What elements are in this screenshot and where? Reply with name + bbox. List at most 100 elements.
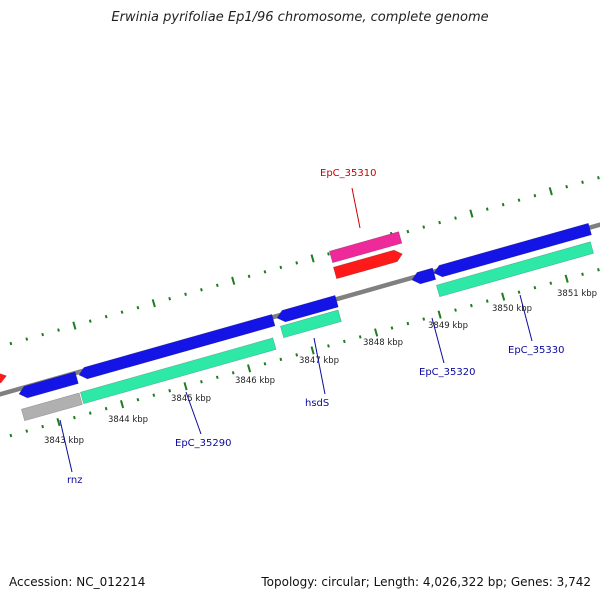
- tick-mark: [136, 305, 140, 310]
- gene-arrow[interactable]: [329, 231, 403, 264]
- label-leader-line: [431, 317, 445, 364]
- tick-mark: [168, 389, 172, 393]
- inner-ticks: [9, 268, 600, 438]
- tick-mark: [422, 317, 426, 321]
- tick-mark: [41, 424, 45, 429]
- tick-mark: [342, 339, 346, 344]
- tick-mark: [119, 400, 125, 409]
- tick-label: 3844 kbp: [108, 415, 148, 425]
- tick-mark: [231, 371, 235, 375]
- tick-mark: [565, 185, 569, 189]
- tick-mark: [548, 187, 553, 196]
- tick-mark: [327, 252, 330, 256]
- tick-mark: [469, 209, 474, 218]
- tick-mark: [501, 202, 505, 207]
- tick-label: 3848 kbp: [363, 338, 403, 348]
- tick-mark: [279, 265, 283, 270]
- gene-label-epc-35320[interactable]: EpC_35320: [419, 367, 475, 378]
- tick-label: 3843 kbp: [44, 436, 84, 446]
- tick-mark: [104, 406, 108, 411]
- label-leader-line: [351, 187, 361, 229]
- tick-mark: [120, 310, 124, 314]
- gene-arrow[interactable]: [436, 241, 594, 298]
- gene-label-epc-35290[interactable]: EpC_35290: [175, 438, 231, 449]
- gene-arrow[interactable]: [433, 222, 592, 278]
- tick-mark: [200, 288, 203, 292]
- tick-mark: [422, 225, 426, 229]
- tick-mark: [168, 297, 172, 301]
- tick-mark: [200, 380, 203, 384]
- tick-mark: [485, 207, 489, 211]
- tick-mark: [549, 281, 553, 285]
- tick-mark: [327, 344, 330, 348]
- tick-mark: [390, 326, 394, 330]
- gene-arrow[interactable]: [21, 392, 83, 422]
- tick-label: 3847 kbp: [299, 356, 339, 366]
- label-leader-line: [519, 294, 533, 342]
- tick-mark: [438, 220, 441, 225]
- gene-arrow[interactable]: [276, 295, 339, 323]
- tick-mark: [247, 274, 251, 279]
- tick-mark: [231, 276, 236, 285]
- gene-arrow[interactable]: [333, 249, 403, 280]
- tick-mark: [581, 272, 584, 276]
- tick-mark: [310, 254, 315, 263]
- tick-mark: [295, 353, 299, 357]
- gene-arrow[interactable]: [411, 267, 437, 285]
- gene-arrow[interactable]: [0, 373, 7, 385]
- gene-label-rnz[interactable]: rnz: [67, 475, 83, 486]
- gene-arrow[interactable]: [280, 309, 342, 339]
- tick-mark: [25, 337, 29, 341]
- tick-label: 3851 kbp: [557, 289, 597, 299]
- tick-mark: [485, 299, 489, 303]
- tick-mark: [215, 375, 219, 379]
- tick-label: 3850 kbp: [492, 304, 532, 314]
- gene-label-epc-35310[interactable]: EpC_35310: [320, 168, 376, 179]
- tick-mark: [151, 299, 156, 308]
- tick-mark: [517, 198, 521, 202]
- tick-label: 3845 kbp: [171, 394, 211, 404]
- tick-mark: [597, 268, 600, 272]
- tick-mark: [295, 261, 299, 265]
- tick-mark: [564, 274, 569, 283]
- tick-mark: [136, 397, 140, 402]
- gene-label-epc-35330[interactable]: EpC_35330: [508, 345, 564, 356]
- map-title: Erwinia pyrifoliae Ep1/96 chromosome, co…: [111, 10, 489, 25]
- tick-mark: [358, 335, 362, 339]
- genome-summary: Topology: circular; Length: 4,026,322 bp…: [261, 575, 591, 589]
- gene-arrow[interactable]: [78, 314, 276, 380]
- gene-label-hsds[interactable]: hsdS: [305, 398, 329, 409]
- tick-mark: [215, 283, 219, 287]
- tick-mark: [437, 310, 442, 319]
- label-leader-line: [185, 391, 202, 435]
- tick-mark: [57, 328, 60, 332]
- accession-text: Accession: NC_012214: [9, 575, 146, 589]
- tick-mark: [454, 216, 457, 220]
- tick-mark: [72, 321, 77, 330]
- tick-mark: [501, 292, 506, 301]
- tick-mark: [597, 176, 600, 180]
- tick-labels: 3843 kbp 3844 kbp 3845 kbp 3846 kbp 3847 kbp…: [44, 289, 597, 446]
- tick-mark: [183, 382, 188, 391]
- tick-mark: [184, 292, 187, 296]
- tick-mark: [533, 285, 537, 290]
- genes: [0, 222, 594, 422]
- tick-mark: [406, 321, 410, 326]
- gene-arrow[interactable]: [80, 337, 277, 405]
- tick-mark: [41, 332, 45, 337]
- gene-arrow[interactable]: [18, 371, 79, 399]
- tick-mark: [581, 180, 584, 184]
- tick-mark: [533, 193, 537, 198]
- tick-label: 3849 kbp: [428, 321, 468, 331]
- tick-mark: [104, 314, 108, 319]
- tick-mark: [25, 429, 29, 433]
- label-leader-line: [313, 337, 326, 395]
- tick-mark: [454, 308, 457, 312]
- tick-mark: [88, 411, 92, 415]
- tick-mark: [73, 415, 76, 420]
- tick-mark: [88, 319, 92, 323]
- tick-mark: [56, 417, 61, 427]
- tick-mark: [263, 362, 267, 366]
